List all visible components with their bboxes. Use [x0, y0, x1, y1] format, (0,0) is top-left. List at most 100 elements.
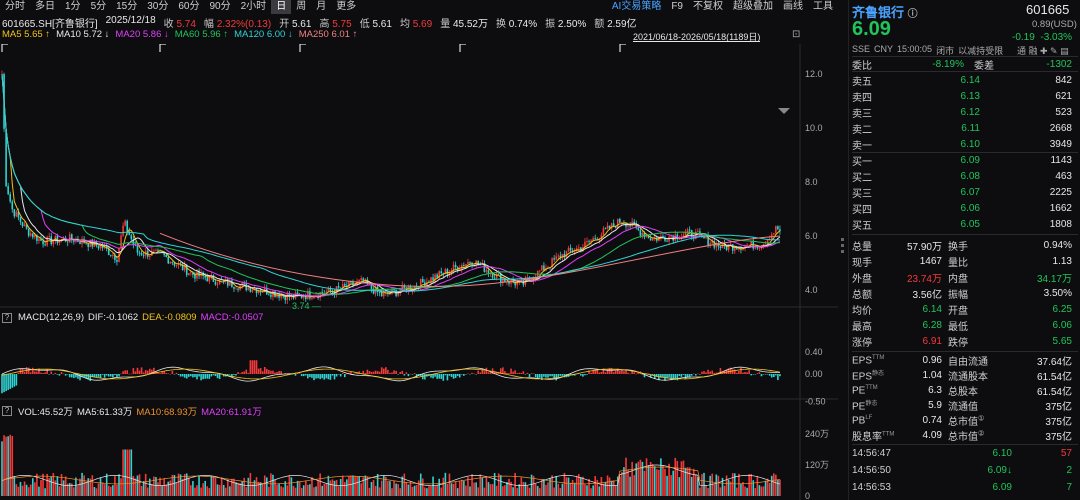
- order-book-row[interactable]: 买四 6.06 1662: [852, 200, 1078, 216]
- quick-actions[interactable]: 通 融 ✚ ✎ ▤: [1017, 46, 1069, 56]
- candle-body: [284, 295, 287, 301]
- vol-bar: [411, 486, 414, 496]
- macd-bar: [259, 368, 262, 374]
- vol-bar: [450, 483, 453, 496]
- kline-chart[interactable]: 12.0 10.0 8.0 6.0 4.0 3.74 — 0.40 0.00 -0.50 240万…: [0, 44, 838, 500]
- macd-bar: [467, 373, 469, 375]
- weibi-value: -8.19%: [932, 58, 964, 70]
- candle-body: [538, 270, 541, 272]
- vol-bar: [282, 487, 285, 496]
- period-tab[interactable]: 周: [296, 1, 307, 12]
- period-tab[interactable]: 1分: [65, 1, 81, 12]
- period-tab[interactable]: 日: [271, 0, 292, 14]
- vol-bar: [75, 477, 77, 496]
- period-tab[interactable]: 多日: [35, 1, 55, 12]
- vol-bar: [109, 486, 112, 496]
- help-icon[interactable]: ?: [2, 312, 12, 323]
- period-tab[interactable]: 90分: [209, 1, 231, 12]
- macd-bar: [649, 374, 652, 378]
- toolbar-action[interactable]: AI交易策略: [611, 1, 662, 12]
- period-tab[interactable]: 2小时: [240, 1, 267, 12]
- vol-bar: [432, 476, 434, 496]
- period-tab[interactable]: 30分: [147, 1, 169, 12]
- candle-body: [588, 241, 590, 242]
- order-book-row[interactable]: 卖一 6.10 3949: [852, 136, 1078, 152]
- candle-body: [711, 241, 714, 244]
- vol-bar: [153, 476, 155, 496]
- macd-bar: [516, 373, 519, 374]
- collapse-icon[interactable]: [778, 108, 790, 114]
- vol-bar: [701, 474, 703, 496]
- candle-body: [132, 239, 135, 245]
- macd-bar: [744, 371, 746, 374]
- stat-value: 1467: [919, 255, 942, 267]
- macd-bar: [40, 372, 42, 374]
- candle-body: [58, 240, 61, 243]
- macd-bar: [760, 374, 763, 377]
- candle-body: [44, 244, 46, 246]
- candle-body: [124, 220, 126, 226]
- vol-bar: [717, 475, 720, 496]
- vol-bar: [89, 478, 92, 496]
- order-book-row[interactable]: 卖三 6.12 523: [852, 104, 1078, 120]
- candle-body: [274, 291, 276, 297]
- period-tab[interactable]: 60分: [178, 1, 200, 12]
- macd-bar: [196, 374, 198, 380]
- macd-bar: [245, 369, 248, 374]
- help-icon[interactable]: ?: [2, 406, 12, 416]
- period-tab[interactable]: 分时: [5, 1, 25, 12]
- lock-icon[interactable]: ⊡: [792, 29, 801, 40]
- candle-body: [169, 261, 172, 264]
- date-range-selector[interactable]: 2021/06/18-2026/05/18(1189日): [633, 32, 761, 42]
- candle-body: [175, 265, 178, 266]
- order-book-row[interactable]: 卖四 6.13 621: [852, 88, 1078, 104]
- stat-label: 总额: [852, 289, 872, 301]
- vol-bar: [3, 435, 5, 496]
- macd-bar: [163, 371, 165, 374]
- order-book-row[interactable]: 买三 6.07 2225: [852, 184, 1078, 200]
- order-book-row[interactable]: 买五 6.05 1808: [852, 216, 1078, 232]
- macd-bar: [116, 374, 118, 377]
- macd-bar: [614, 370, 617, 374]
- macd-bar: [479, 372, 482, 374]
- macd-bar: [409, 373, 412, 375]
- order-book-row[interactable]: 卖二 6.11 2668: [852, 120, 1078, 136]
- macd-title: MACD(12,26,9): [18, 312, 84, 323]
- toolbar-action[interactable]: 超级叠加: [733, 1, 773, 12]
- macd-bar: [120, 373, 122, 375]
- vol-bar: [723, 485, 726, 496]
- vol-axis-label: 240万: [805, 429, 829, 439]
- toolbar-action[interactable]: 不复权: [693, 1, 723, 12]
- vol-bar: [134, 478, 137, 496]
- candle-body: [508, 282, 510, 284]
- fund-value: 6.3: [928, 385, 942, 396]
- vol-bar: [426, 488, 428, 496]
- candle-body: [181, 264, 184, 271]
- order-book-row[interactable]: 买一 6.09 1143: [852, 152, 1078, 168]
- toolbar-action[interactable]: 工具: [813, 1, 833, 12]
- period-tab[interactable]: 更多: [336, 1, 357, 12]
- amount-field: 额 2.59亿: [594, 15, 636, 30]
- divider: [852, 56, 1078, 57]
- vol-bar: [52, 472, 55, 496]
- stock-name[interactable]: 齐鲁银行 ⓘ: [852, 2, 918, 21]
- candle-body: [233, 287, 235, 289]
- vol-bar: [151, 483, 153, 496]
- macd-bar: [325, 374, 328, 379]
- candle-body: [499, 273, 502, 283]
- panel-splitter[interactable]: [838, 235, 846, 265]
- candle-body: [403, 285, 406, 288]
- vol-bar: [569, 482, 572, 496]
- toolbar-action[interactable]: 画线: [783, 1, 803, 12]
- info-icon[interactable]: ⓘ: [907, 9, 918, 20]
- period-tab[interactable]: 5分: [90, 1, 107, 12]
- vol-bar: [130, 449, 133, 496]
- period-tab[interactable]: 月: [316, 1, 327, 12]
- vol-bar: [304, 480, 307, 496]
- toolbar-action[interactable]: F9: [671, 1, 683, 12]
- macd-bar: [590, 372, 592, 374]
- period-tab[interactable]: 15分: [116, 1, 138, 12]
- order-book-row[interactable]: 卖五 6.14 842: [852, 72, 1078, 88]
- order-book-row[interactable]: 买二 6.08 463: [852, 168, 1078, 184]
- vol-bar: [738, 473, 740, 496]
